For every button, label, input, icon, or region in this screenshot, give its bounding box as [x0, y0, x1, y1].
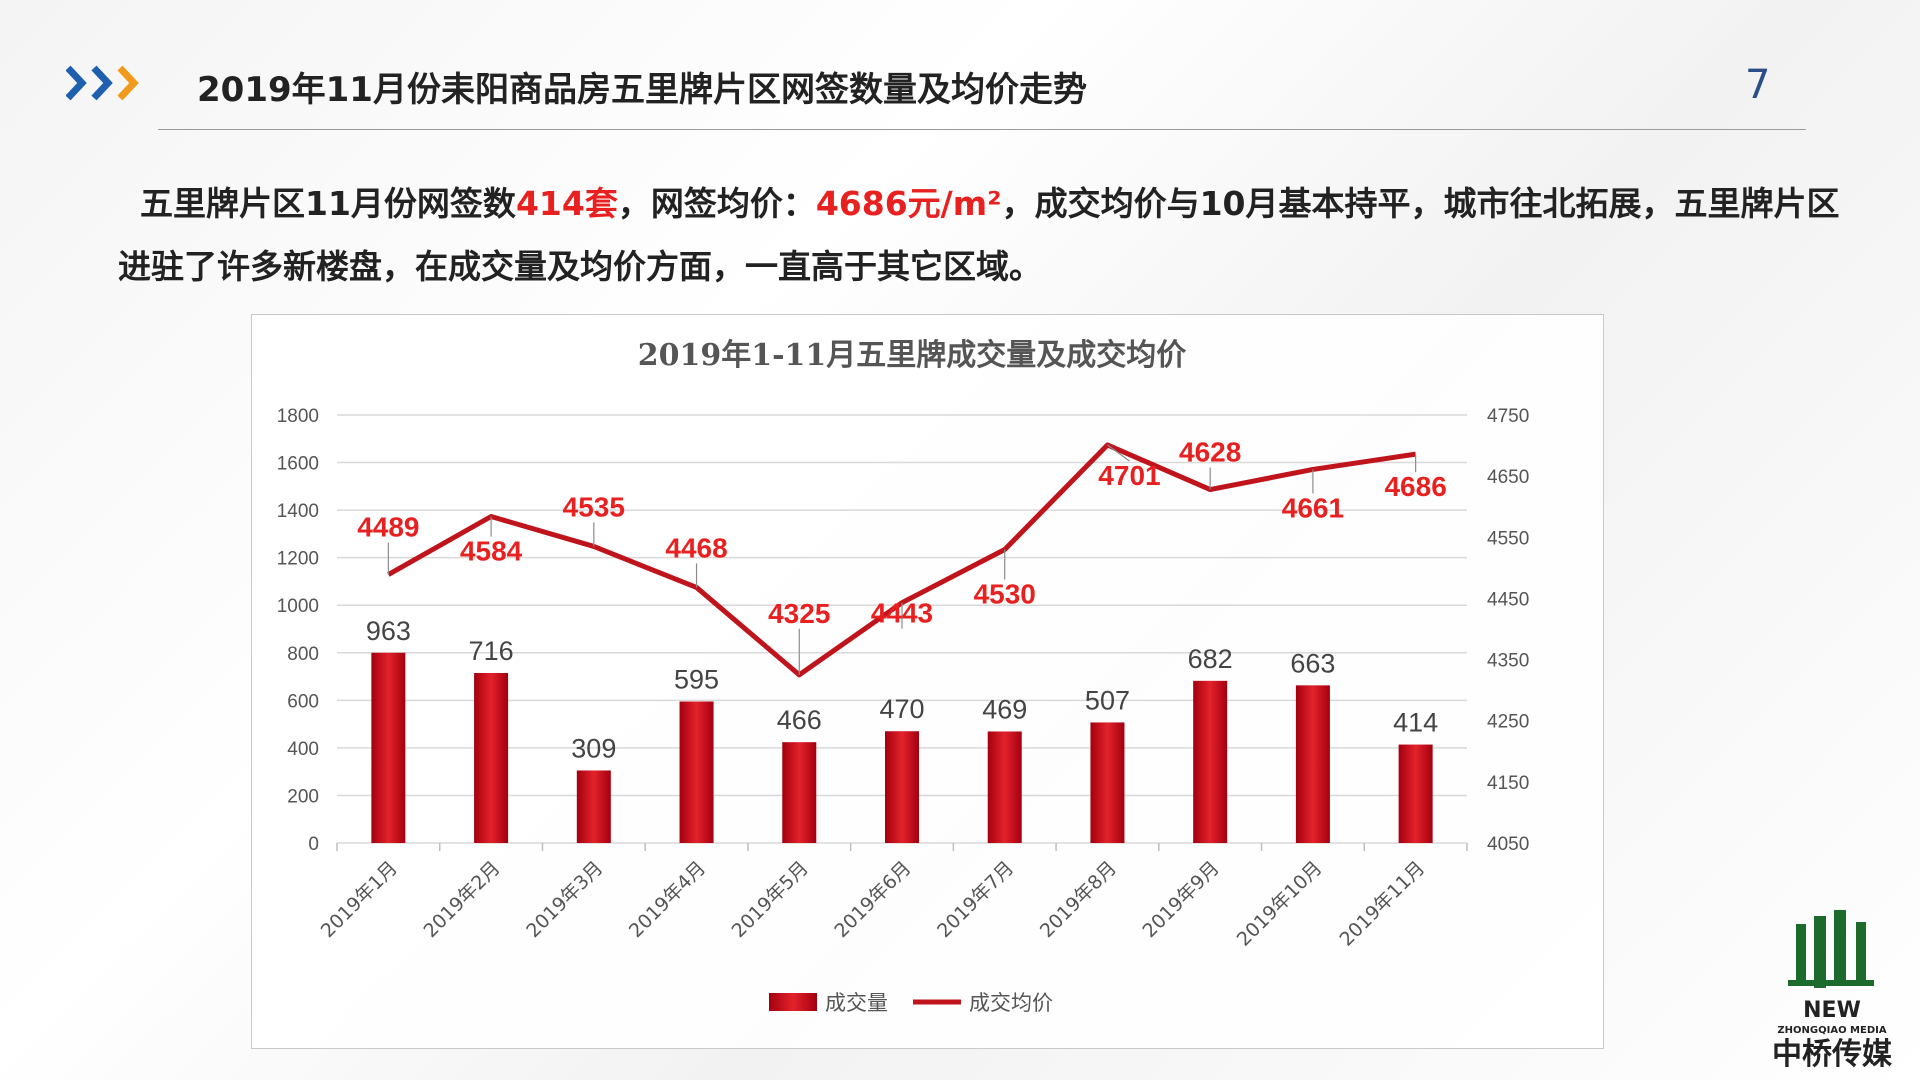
y-left-tick-label: 600 [287, 691, 319, 712]
y-left-tick-label: 1200 [277, 549, 319, 570]
line-data-label: 4468 [665, 532, 727, 563]
bar-sales-volume [474, 672, 509, 843]
bar-sales-volume [576, 770, 611, 843]
summary-line-1: 五里牌片区11月份网签数414套，网签均价：4686元/m²，成交均价与10月基… [118, 172, 1898, 235]
line-data-label: 4535 [563, 491, 625, 522]
x-category-label: 2019年11月 [1335, 857, 1429, 951]
y-right-tick-label: 4750 [1487, 406, 1529, 427]
company-logo: NEW ZHONGQIAO MEDIA 中桥传媒 [1772, 910, 1893, 1072]
line-data-label: 4584 [460, 535, 523, 566]
x-category-label: 2019年2月 [419, 857, 504, 942]
line-data-label: 4661 [1282, 492, 1344, 523]
line-data-label: 4701 [1098, 460, 1160, 491]
x-category-label: 2019年8月 [1036, 857, 1121, 942]
y-left-tick-label: 1400 [277, 501, 319, 522]
bar-data-label: 470 [879, 694, 924, 724]
x-category-label: 2019年3月 [522, 857, 607, 942]
logo-text-en: NEW [1803, 998, 1861, 1023]
data-label-leader [1107, 444, 1130, 462]
x-category-label: 2019年6月 [830, 857, 915, 942]
bar-sales-volume [1398, 744, 1433, 843]
x-category-label: 2019年5月 [728, 857, 813, 942]
summary-line-2: 进驻了许多新楼盘，在成交量及均价方面，一直高于其它区域。 [118, 247, 1042, 286]
logo-subtext-en: ZHONGQIAO MEDIA [1777, 1025, 1886, 1036]
summary-text: ，成交均价与10月基本持平，城市往北拓展，五里牌片区 [1001, 184, 1840, 223]
y-right-tick-label: 4250 [1487, 712, 1529, 733]
y-right-tick-label: 4650 [1487, 467, 1529, 488]
bar-data-label: 716 [469, 636, 514, 666]
line-data-label: 4530 [974, 579, 1036, 610]
logo-text-cn: 中桥传媒 [1772, 1037, 1893, 1072]
bar-data-label: 309 [571, 733, 616, 763]
combo-chart: 2019年1-11月五里牌成交量及成交均价 0 200 400 600 800 1000 1… [277, 338, 1530, 1015]
x-category-label: 2019年10月 [1233, 857, 1327, 951]
bar-data-label: 682 [1188, 644, 1233, 674]
bar-sales-volume [1090, 722, 1125, 843]
x-category-label: 2019年4月 [625, 857, 710, 942]
line-data-label: 4443 [871, 598, 933, 629]
y-right-tick-label: 4550 [1487, 528, 1529, 549]
sales-count-highlight: 414套 [515, 184, 618, 223]
legend-bar-swatch [769, 993, 817, 1011]
bar-data-label: 469 [982, 694, 1027, 724]
y-left-tick-label: 0 [308, 834, 319, 855]
summary-text: 五里牌片区11月份网签数 [140, 184, 516, 223]
y-left-tick-label: 1000 [277, 596, 319, 617]
chevron-arrows-icon [66, 65, 139, 101]
bar-sales-volume [1295, 685, 1330, 843]
x-category-label: 2019年1月 [317, 857, 402, 942]
line-data-label: 4686 [1384, 471, 1446, 502]
slide-title: 2019年11月份耒阳商品房五里牌片区网签数量及均价走势 [197, 70, 1087, 110]
bar-data-label: 595 [674, 665, 719, 695]
y-left-tick-label: 1800 [277, 406, 319, 427]
y-left-tick-label: 800 [287, 644, 319, 665]
line-data-label: 4489 [357, 512, 419, 543]
y-right-tick-label: 4150 [1487, 773, 1529, 794]
logo-mark-icon [1788, 910, 1874, 988]
legend-label: 成交均价 [969, 991, 1053, 1015]
x-category-label: 2019年9月 [1139, 857, 1224, 942]
y-right-tick-label: 4450 [1487, 589, 1529, 610]
y-left-tick-label: 1600 [277, 454, 319, 475]
summary-text: ，网签均价： [617, 184, 816, 223]
line-avg-price [387, 442, 1417, 678]
bar-sales-volume [371, 652, 406, 843]
x-category-label: 2019年7月 [933, 857, 1018, 942]
bar-data-label: 466 [777, 705, 822, 735]
bar-sales-volume [679, 701, 714, 843]
bar-data-label: 507 [1085, 685, 1130, 715]
y-right-tick-label: 4050 [1487, 834, 1529, 855]
bar-data-label: 414 [1393, 708, 1438, 738]
bar-sales-volume [782, 742, 817, 843]
bar-data-label: 663 [1290, 648, 1335, 678]
summary-paragraph: 五里牌片区11月份网签数414套，网签均价：4686元/m²，成交均价与10月基… [118, 172, 1898, 298]
avg-price-highlight: 4686元/m² [815, 184, 1002, 223]
bar-sales-volume [885, 731, 919, 843]
line-data-label: 4325 [768, 598, 830, 629]
legend-label: 成交量 [825, 991, 888, 1015]
y-right-tick-label: 4350 [1487, 651, 1529, 672]
y-left-tick-label: 200 [287, 786, 319, 807]
y-left-tick-label: 400 [287, 739, 319, 760]
bar-sales-volume [1193, 680, 1228, 843]
chart-title: 2019年1-11月五里牌成交量及成交均价 [638, 338, 1187, 373]
title-divider [158, 129, 1806, 130]
bar-sales-volume [987, 731, 1022, 843]
bar-data-label: 963 [366, 616, 411, 646]
page-number: 7 [1745, 62, 1771, 108]
line-data-label: 4628 [1179, 437, 1241, 468]
